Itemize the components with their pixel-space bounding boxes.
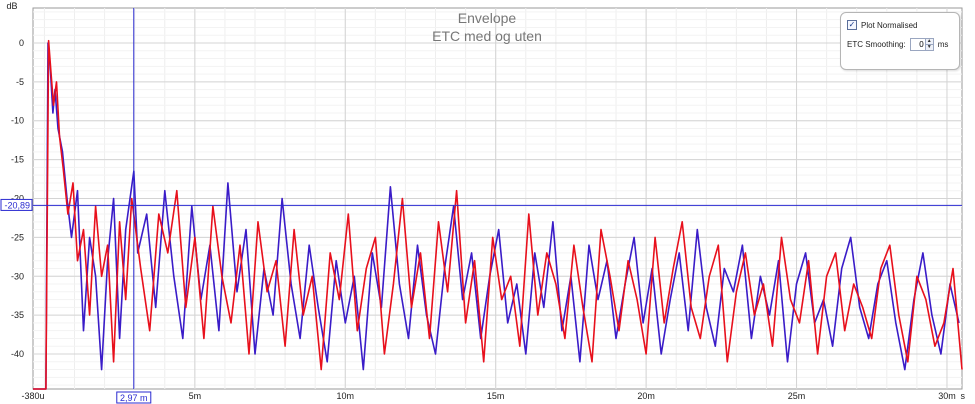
- cursor-y-readout-box: [0, 198, 33, 211]
- x-tick-label: 30m: [938, 391, 956, 401]
- cursor-layer[interactable]: 2,97 m -20,89: [0, 8, 962, 404]
- cursor-x-readout: 2,97 m: [120, 393, 148, 403]
- etc-smoothing-row: ETC Smoothing: ▲ ▼ ms: [847, 38, 948, 51]
- x-tick-label: 15m: [487, 391, 505, 401]
- grid-layer: [32, 7, 963, 390]
- plot-normalised-label: Plot Normalised: [861, 20, 918, 30]
- etc-smoothing-unit: ms: [937, 40, 949, 49]
- y-tick-label: -40: [11, 349, 24, 359]
- etc-smoothing-input[interactable]: [910, 39, 925, 50]
- check-icon: ✓: [848, 20, 856, 29]
- series-layer: [33, 39, 963, 390]
- cursor-y-readout: -20,89: [4, 200, 30, 210]
- x-tick-label: 5m: [189, 391, 202, 401]
- plot-normalised-row[interactable]: ✓ Plot Normalised: [847, 20, 917, 30]
- y-tick-label: -25: [11, 232, 24, 242]
- axis-layer: 0 -5 -10 -15 -20 -25 -30 -35 -40 -380u 5m 10m 15m 20m…: [11, 38, 956, 401]
- caret-up-icon[interactable]: ▲: [925, 38, 933, 44]
- y-tick-label: 0: [19, 38, 24, 48]
- cursor-x-readout-box: [116, 391, 152, 404]
- series-line-1: [33, 42, 960, 390]
- chart-subtitle: ETC med og uten: [432, 28, 542, 44]
- x-tick-label: 25m: [788, 391, 806, 401]
- y-tick-label: -10: [11, 116, 24, 126]
- etc-smoothing-spinner[interactable]: ▲ ▼: [909, 38, 934, 51]
- etc-smoothing-label: ETC Smoothing:: [847, 40, 906, 49]
- x-tick-label: -380u: [21, 391, 44, 401]
- etc-options-panel: ✓ Plot Normalised ETC Smoothing: ▲ ▼ ms: [840, 12, 960, 70]
- y-tick-label: -5: [16, 77, 24, 87]
- y-tick-label: -20: [11, 194, 24, 204]
- x-tick-label: 20m: [637, 391, 655, 401]
- x-axis-unit: s: [961, 391, 966, 401]
- y-tick-label: -15: [11, 155, 24, 165]
- chart-title: Envelope: [458, 10, 517, 26]
- y-axis-label: dB: [6, 1, 17, 11]
- y-tick-label: -35: [11, 310, 24, 320]
- y-tick-label: -30: [11, 271, 24, 281]
- x-tick-label: 10m: [337, 391, 355, 401]
- plot-normalised-checkbox[interactable]: ✓: [847, 20, 857, 30]
- caret-down-icon[interactable]: ▼: [925, 44, 933, 50]
- series-line-2: [33, 39, 963, 390]
